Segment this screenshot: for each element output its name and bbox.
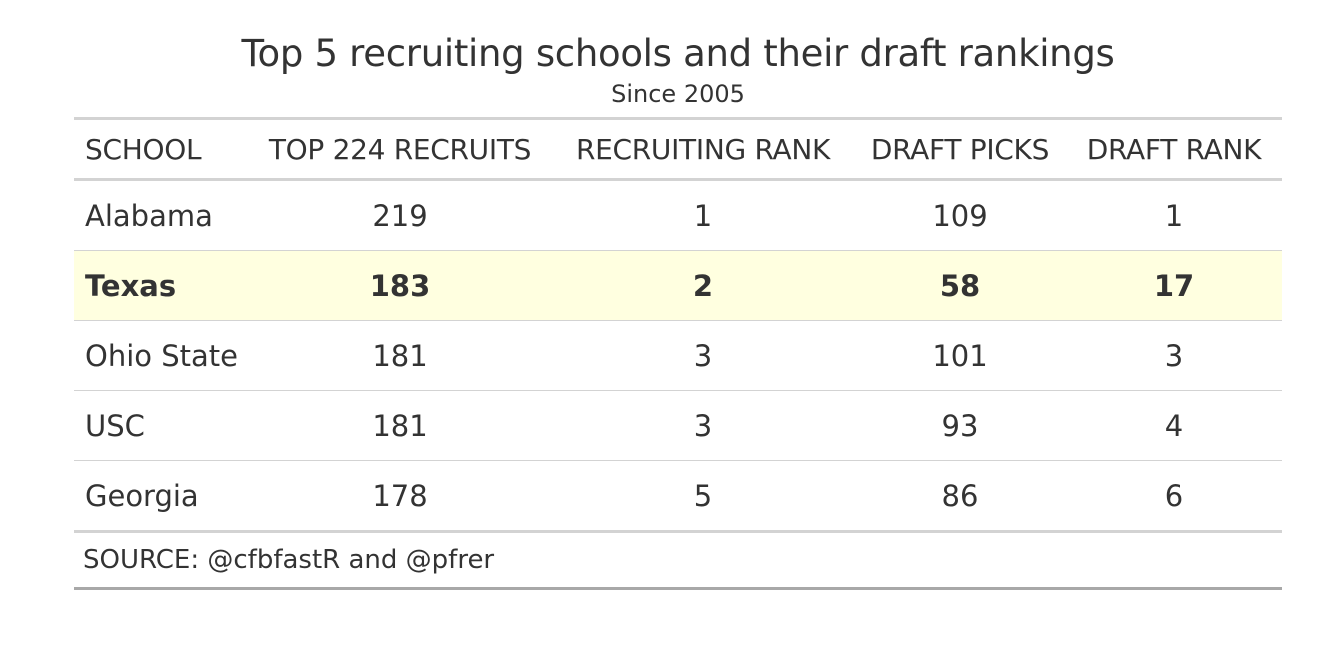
table-row: Ohio State 181 3 101 3 <box>74 320 1282 391</box>
cell-school: Texas <box>74 250 248 321</box>
data-table: SCHOOL TOP 224 RECRUITS RECRUITING RANK … <box>74 117 1282 533</box>
cell-recruiting-rank: 3 <box>552 390 854 461</box>
cell-top-224-recruits: 183 <box>248 250 552 321</box>
cell-school: USC <box>74 390 248 461</box>
cell-school: Georgia <box>74 460 248 533</box>
cell-draft-picks: 109 <box>854 179 1066 251</box>
chart-subtitle: Since 2005 <box>611 80 745 108</box>
cell-draft-picks: 101 <box>854 320 1066 391</box>
table-row: USC 181 3 93 4 <box>74 390 1282 461</box>
cell-draft-rank: 6 <box>1066 460 1282 533</box>
cell-school: Ohio State <box>74 320 248 391</box>
cell-top-224-recruits: 178 <box>248 460 552 533</box>
source-note: SOURCE: @cfbfastR and @pfrer <box>74 533 1282 590</box>
cell-recruiting-rank: 1 <box>552 179 854 251</box>
cell-top-224-recruits: 181 <box>248 390 552 461</box>
cell-draft-picks: 58 <box>854 250 1066 321</box>
column-header-recruiting-rank: RECRUITING RANK <box>552 118 854 181</box>
cell-recruiting-rank: 3 <box>552 320 854 391</box>
table-row: Alabama 219 1 109 1 <box>74 179 1282 251</box>
column-header-draft-rank: DRAFT RANK <box>1066 118 1282 181</box>
column-header-draft-picks: DRAFT PICKS <box>854 118 1066 181</box>
table-row-highlighted: Texas 183 2 58 17 <box>74 250 1282 321</box>
column-header-top-224-recruits: TOP 224 RECRUITS <box>248 118 552 181</box>
cell-draft-picks: 93 <box>854 390 1066 461</box>
cell-draft-rank: 17 <box>1066 250 1282 321</box>
column-header-school: SCHOOL <box>74 118 248 181</box>
cell-draft-rank: 1 <box>1066 179 1282 251</box>
cell-draft-rank: 4 <box>1066 390 1282 461</box>
cell-recruiting-rank: 2 <box>552 250 854 321</box>
cell-draft-picks: 86 <box>854 460 1066 533</box>
table-container: Top 5 recruiting schools and their draft… <box>74 0 1282 590</box>
cell-top-224-recruits: 219 <box>248 179 552 251</box>
chart-title: Top 5 recruiting schools and their draft… <box>241 32 1115 75</box>
cell-recruiting-rank: 5 <box>552 460 854 533</box>
cell-school: Alabama <box>74 179 248 251</box>
cell-top-224-recruits: 181 <box>248 320 552 391</box>
header-row: SCHOOL TOP 224 RECRUITS RECRUITING RANK … <box>74 118 1282 181</box>
table-row: Georgia 178 5 86 6 <box>74 460 1282 533</box>
cell-draft-rank: 3 <box>1066 320 1282 391</box>
